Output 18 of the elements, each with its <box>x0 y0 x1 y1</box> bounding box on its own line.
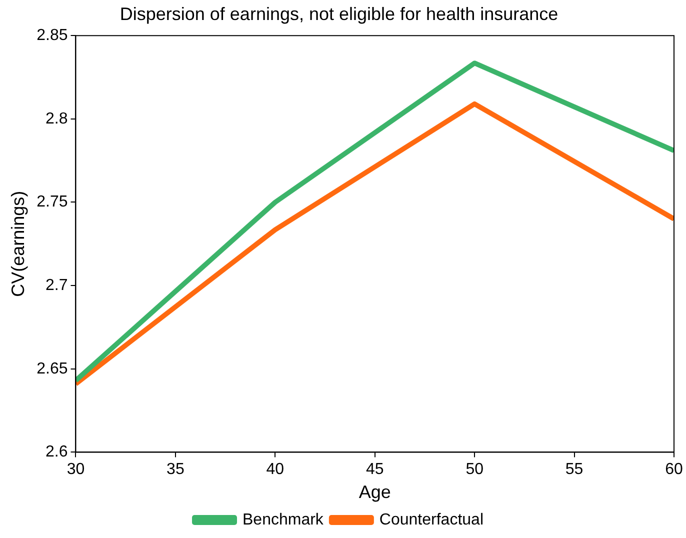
y-axis-title: CV(earnings) <box>8 190 28 297</box>
x-tick-label: 55 <box>565 461 584 478</box>
y-tick-label: 2.7 <box>45 276 68 294</box>
x-tick-label: 50 <box>466 461 484 478</box>
y-tick-label: 2.75 <box>36 194 68 211</box>
x-tick-label: 35 <box>166 461 184 478</box>
x-tick-label: 30 <box>66 461 85 478</box>
legend-label: Counterfactual <box>379 511 484 528</box>
x-tick-label: 40 <box>266 461 284 478</box>
legend-label: Benchmark <box>242 511 324 528</box>
y-tick-label: 2.8 <box>45 110 68 128</box>
y-tick-label: 2.85 <box>36 27 68 44</box>
y-tick-label: 2.65 <box>36 360 68 378</box>
x-tick-label: 60 <box>665 461 683 478</box>
x-tick-label: 45 <box>366 461 384 478</box>
chart-title: Dispersion of earnings, not eligible for health insurance <box>120 4 558 24</box>
x-axis-title: Age <box>358 482 391 502</box>
y-tick-label: 2.6 <box>45 444 68 461</box>
